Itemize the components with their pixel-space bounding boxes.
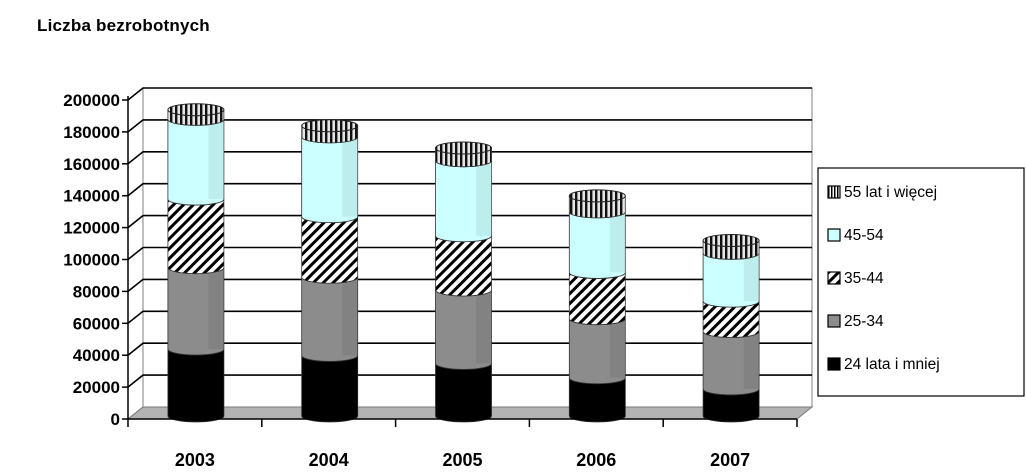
legend-swatch	[827, 228, 841, 242]
legend-box	[817, 167, 1025, 397]
bar-top-cap	[435, 141, 492, 155]
x-tick-label: 2006	[576, 450, 616, 470]
x-tick-label: 2007	[710, 450, 750, 470]
bar-shade	[342, 355, 358, 416]
bar-segment	[435, 235, 492, 297]
bar-top-cap	[568, 189, 626, 203]
bar-segment	[568, 272, 626, 326]
bar-shade	[208, 267, 224, 350]
y-tick-label: 180000	[63, 123, 120, 142]
y-tick-label: 200000	[63, 91, 120, 110]
bar-shade	[743, 388, 760, 416]
bar-shade	[609, 318, 626, 378]
bar-top-cap	[301, 119, 359, 133]
bar-shade	[476, 363, 492, 416]
bar-stack	[167, 103, 225, 423]
legend-label: 25-34	[844, 313, 884, 330]
bar-shade	[342, 136, 358, 217]
legend-label: 45-54	[844, 227, 884, 244]
bar-shade	[743, 253, 760, 302]
bar-segment	[301, 216, 359, 284]
bar-segment	[167, 198, 225, 275]
legend-swatch	[827, 314, 841, 328]
bar-shade	[609, 211, 626, 273]
y-tick-label: 100000	[63, 251, 120, 270]
bar-shade	[609, 377, 626, 416]
legend-label: 24 lata i mniej	[844, 356, 940, 373]
bar-shade	[476, 289, 492, 364]
bar-stack	[568, 189, 626, 423]
y-tick-label: 40000	[73, 346, 120, 365]
gridline	[127, 87, 812, 101]
y-tick-label: 60000	[73, 314, 120, 333]
bar-shade	[208, 119, 224, 200]
bar-stack	[301, 119, 359, 423]
bar-shade	[743, 331, 760, 389]
gridline	[127, 182, 812, 197]
y-tick-label: 20000	[73, 378, 120, 397]
legend-swatch	[827, 271, 841, 285]
gridline	[127, 151, 812, 165]
legend-swatch	[827, 185, 841, 199]
bar-stack	[435, 141, 492, 423]
y-tick-label: 0	[111, 410, 120, 429]
x-tick-label: 2003	[175, 450, 215, 470]
bar-shade	[208, 349, 224, 416]
x-tick-label: 2005	[442, 450, 482, 470]
y-tick-label: 160000	[63, 155, 120, 174]
bar-top-cap	[702, 234, 760, 248]
gridline	[127, 119, 812, 133]
bar-stack	[702, 234, 760, 423]
y-tick-label: 120000	[63, 219, 120, 238]
bar-shade	[342, 277, 358, 356]
legend-label: 35-44	[844, 270, 884, 287]
bar-top-cap	[167, 103, 225, 117]
bar-shade	[476, 160, 492, 236]
legend-swatch	[827, 357, 841, 371]
y-tick-label: 80000	[73, 282, 120, 301]
y-tick-label: 140000	[63, 187, 120, 206]
chart-title: Liczba bezrobotnych	[37, 16, 210, 35]
legend-label: 55 lat i więcej	[844, 184, 937, 201]
x-tick-label: 2004	[309, 450, 349, 470]
